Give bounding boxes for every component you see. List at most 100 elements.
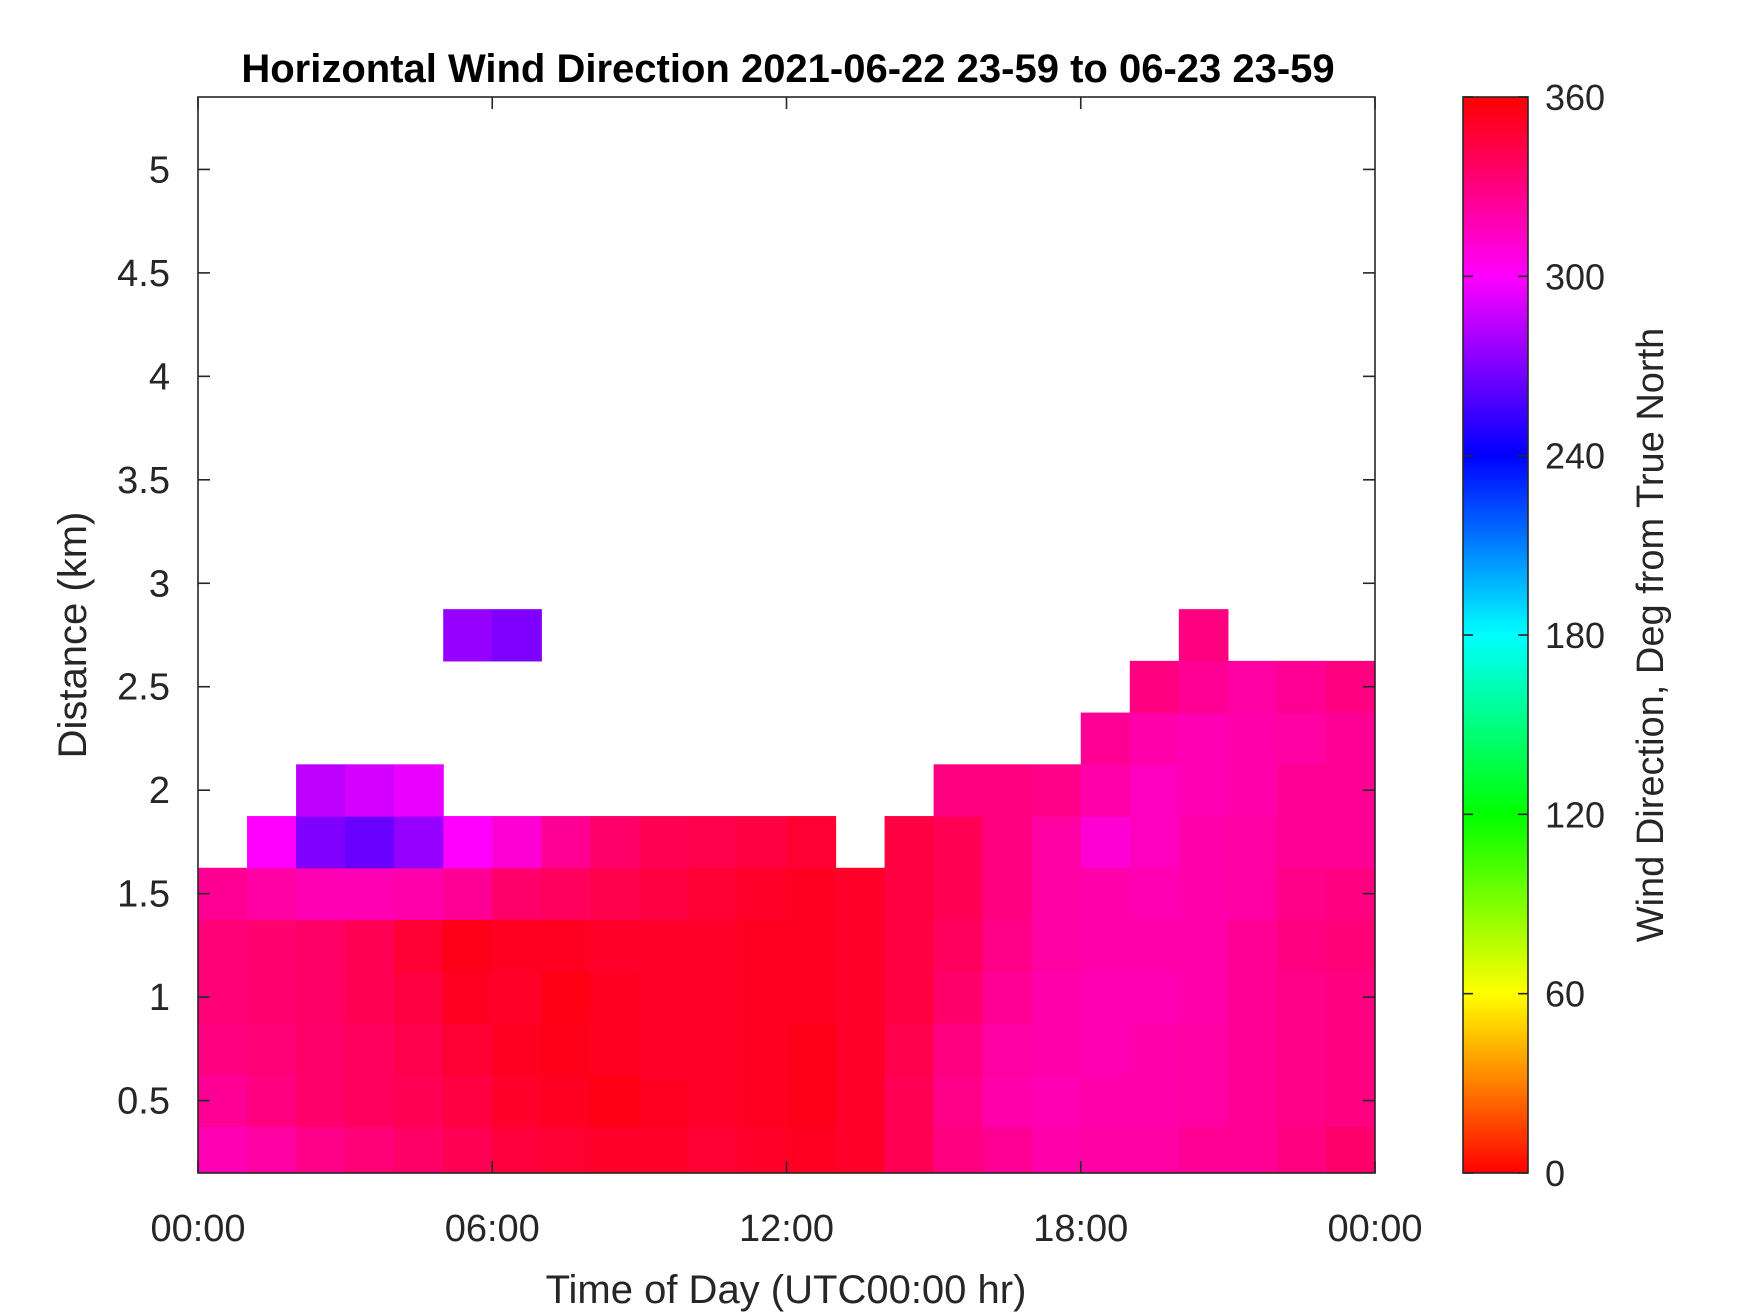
heatmap-cell	[1227, 919, 1278, 972]
heatmap-cell	[639, 816, 690, 869]
heatmap-cell	[884, 1022, 935, 1076]
heatmap-cell	[1129, 660, 1180, 714]
chart-title: Horizontal Wind Direction 2021-06-22 23-…	[241, 47, 1334, 91]
heatmap-cell	[786, 816, 837, 869]
heatmap-cell	[688, 971, 739, 1024]
y-tick-label: 4.5	[117, 253, 170, 295]
y-tick-label: 1.5	[117, 874, 170, 916]
heatmap-cell	[884, 1126, 935, 1173]
heatmap-cell	[541, 816, 591, 869]
heatmap-cell	[198, 1022, 248, 1076]
heatmap-cell	[590, 1126, 640, 1173]
heatmap-cell	[933, 971, 984, 1024]
colorbar-tick-label: 300	[1545, 256, 1605, 297]
heatmap-cell	[1227, 867, 1278, 921]
heatmap-cell	[1227, 1126, 1278, 1173]
heatmap-cell	[982, 1074, 1033, 1128]
heatmap-cell	[933, 919, 984, 972]
heatmap-cell	[737, 1022, 788, 1076]
heatmap-cell	[1129, 1022, 1180, 1076]
heatmap-cell	[1031, 1022, 1082, 1076]
heatmap-cell	[1178, 971, 1229, 1024]
heatmap-cell	[1080, 816, 1131, 869]
heatmap-cell	[933, 764, 984, 817]
heatmap-cell	[737, 816, 788, 869]
heatmap-cell	[443, 1074, 493, 1128]
heatmap-cell	[1129, 712, 1180, 765]
colorbar-tick-label: 60	[1545, 974, 1585, 1015]
heatmap-cell	[345, 867, 395, 921]
y-tick-label: 5	[149, 149, 170, 191]
heatmap-cell	[982, 1126, 1033, 1173]
heatmap-cell	[835, 971, 886, 1024]
heatmap-cell	[737, 1074, 788, 1128]
heatmap-cell	[1276, 867, 1327, 921]
heatmap-cell	[296, 1126, 346, 1173]
y-axis: 0.5 1 1.5 2 2.5 3 3.5 4 4.5 5	[117, 149, 1375, 1123]
heatmap-cell	[1080, 867, 1131, 921]
heatmap-cell	[492, 816, 542, 869]
colorbar	[1462, 96, 1529, 1174]
heatmap-cell	[394, 971, 444, 1024]
y-axis-label: Distance (km)	[51, 512, 95, 759]
heatmap-cell	[835, 1126, 886, 1173]
heatmap-cell	[1031, 971, 1082, 1024]
heatmap-cell	[247, 816, 297, 869]
heatmap-cell	[1276, 712, 1327, 765]
heatmap-cell	[1178, 609, 1229, 662]
heatmap-cell	[247, 919, 297, 972]
heatmap-cell	[590, 919, 640, 972]
heatmap-cell	[1325, 1126, 1375, 1173]
colorbar-tick-label: 120	[1545, 794, 1605, 835]
heatmap-cell	[1178, 816, 1229, 869]
heatmap-cell	[1178, 867, 1229, 921]
heatmap-cell	[296, 919, 346, 972]
heatmap-cell	[1276, 816, 1327, 869]
y-tick-label: 4	[149, 356, 170, 398]
heatmap-cell	[1129, 1126, 1180, 1173]
heatmap-cell	[345, 816, 395, 869]
heatmap-cell	[639, 971, 690, 1024]
heatmap-cell	[884, 816, 935, 869]
y-tick-label: 2.5	[117, 667, 170, 709]
heatmap-cell	[394, 1126, 444, 1173]
heatmap-cell	[639, 867, 690, 921]
heatmap-cell	[443, 919, 493, 972]
heatmap-cell	[296, 1022, 346, 1076]
colorbar-tick-label: 0	[1545, 1153, 1565, 1194]
heatmap-cell	[1178, 660, 1229, 714]
heatmap-cell	[1325, 816, 1375, 869]
colorbar-tick-label: 240	[1545, 436, 1605, 477]
heatmap-cell	[1178, 1126, 1229, 1173]
heatmap-cell	[1129, 971, 1180, 1024]
heatmap-cell	[394, 1074, 444, 1128]
heatmap-cell	[541, 1126, 591, 1173]
heatmap-cell	[786, 971, 837, 1024]
heatmap-cell	[1129, 816, 1180, 869]
heatmap-cell	[1178, 1022, 1229, 1076]
heatmap-cell	[835, 867, 886, 921]
heatmap-cell	[982, 971, 1033, 1024]
heatmap-cell	[1227, 816, 1278, 869]
heatmap-cell	[1227, 660, 1278, 714]
heatmap-cell	[933, 1126, 984, 1173]
heatmap-cell	[394, 816, 444, 869]
x-axis-label: Time of Day (UTC00:00 hr)	[546, 1268, 1027, 1312]
heatmap-cell	[1178, 919, 1229, 972]
heatmap-cell	[443, 609, 493, 662]
x-tick-label: 06:00	[445, 1208, 540, 1250]
heatmap-cell	[786, 867, 837, 921]
heatmap-cell	[492, 867, 542, 921]
heatmap-cell	[786, 1074, 837, 1128]
heatmap-cell	[492, 919, 542, 972]
heatmap-cell	[590, 816, 640, 869]
heatmap-cell	[443, 816, 493, 869]
heatmap-cell	[1276, 660, 1327, 714]
heatmap-cell	[737, 1126, 788, 1173]
heatmap-cell	[982, 816, 1033, 869]
heatmap-cell	[296, 971, 346, 1024]
heatmap-cell	[1031, 764, 1082, 817]
heatmap-cell	[1227, 1022, 1278, 1076]
heatmap-cell	[982, 867, 1033, 921]
heatmap-cell	[933, 867, 984, 921]
